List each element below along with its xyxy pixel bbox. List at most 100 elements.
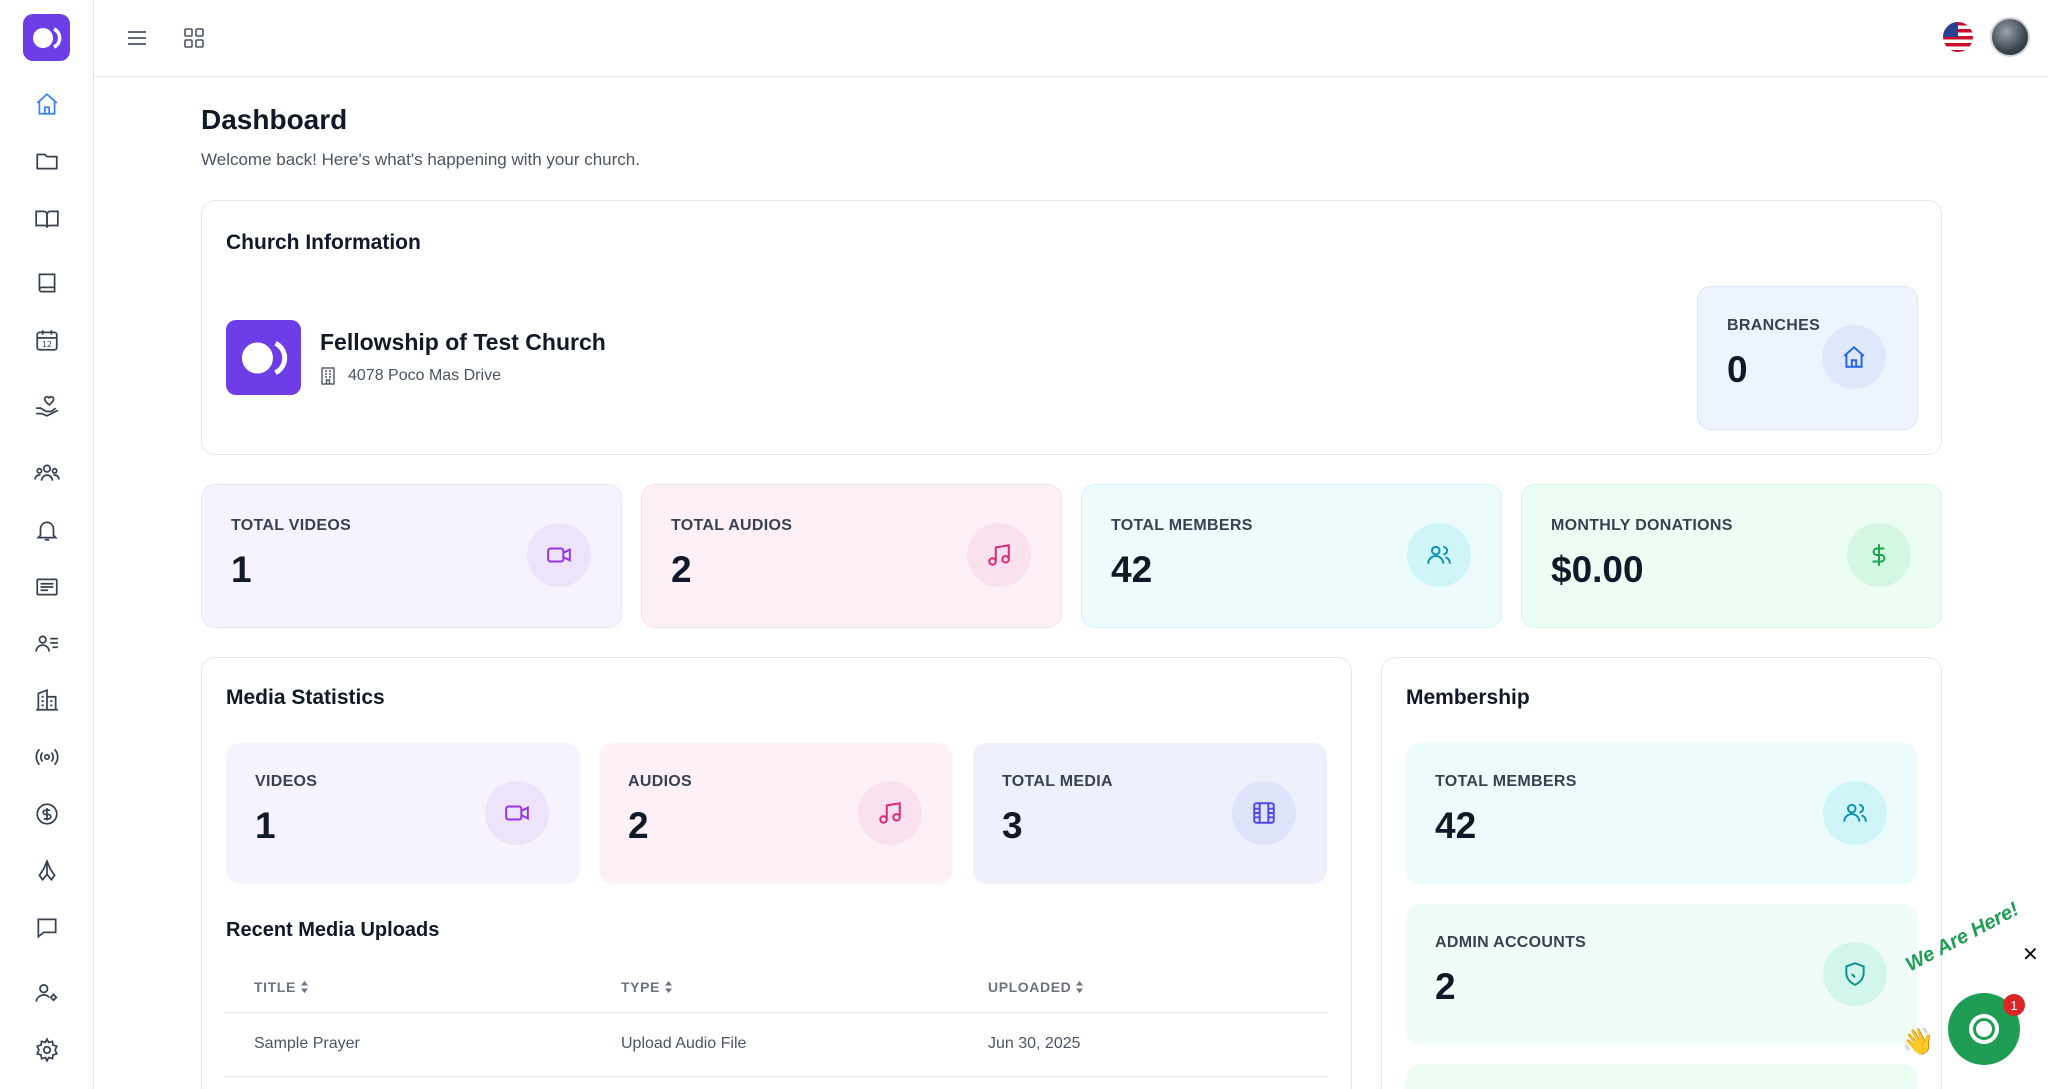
- branches-icon-wrap: [1822, 325, 1886, 389]
- sort-icon: [300, 981, 308, 993]
- media-statistics-card: Media Statistics VIDEOS 1 AUDIOS 2 TOTAL…: [201, 657, 1352, 1089]
- monthly-donations-value: $0.00: [1551, 549, 1644, 590]
- church-name: Fellowship of Test Church: [320, 329, 606, 355]
- media-audios-card: AUDIOS 2: [599, 743, 953, 884]
- page-title: Dashboard: [201, 104, 348, 135]
- membership-admins-card: ADMIN ACCOUNTS 2: [1406, 904, 1917, 1045]
- buildings-icon[interactable]: [29, 682, 65, 718]
- donations-icon-wrap: [1847, 523, 1911, 587]
- church-address: 4078 Poco Mas Drive: [320, 367, 501, 385]
- book-icon[interactable]: [29, 265, 65, 301]
- recent-uploads-table-header: TITLE TYPE UPLOADED: [225, 979, 1327, 1013]
- media-total-label: TOTAL MEDIA: [1002, 773, 1113, 790]
- hamburger-icon: [128, 31, 146, 45]
- book-open-icon[interactable]: [29, 201, 65, 237]
- membership-users-icon-wrap: [1823, 781, 1887, 845]
- gear-icon[interactable]: [29, 1032, 65, 1068]
- media-audio-icon-wrap: [858, 781, 922, 845]
- col-type-label: TYPE: [621, 979, 660, 995]
- home-icon: [1843, 345, 1865, 368]
- audio-icon-wrap: [967, 523, 1031, 587]
- topbar: [94, 0, 2048, 77]
- broadcast-icon[interactable]: [29, 739, 65, 775]
- media-videos-value: 1: [255, 805, 276, 846]
- praying-hands-icon[interactable]: [29, 853, 65, 889]
- church-info-title: Church Information: [226, 231, 421, 254]
- waving-hand-icon: 👋: [1902, 1026, 1935, 1056]
- sort-icon: [664, 981, 672, 993]
- building-icon: [321, 367, 335, 385]
- chat-unread-badge: 1: [2003, 994, 2025, 1016]
- church-logo-mark-icon: [241, 340, 287, 375]
- music-note-icon: [879, 802, 901, 824]
- sidebar: 12: [0, 0, 94, 1089]
- chat-close-button[interactable]: ✕: [2022, 944, 2039, 966]
- col-uploaded[interactable]: UPLOADED: [988, 979, 1084, 995]
- bell-icon[interactable]: [29, 512, 65, 548]
- chat-icon[interactable]: [29, 910, 65, 946]
- news-icon[interactable]: [29, 569, 65, 605]
- total-members-card: TOTAL MEMBERS 42: [1081, 484, 1502, 628]
- menu-toggle-button[interactable]: [121, 22, 153, 54]
- membership-total-card: TOTAL MEMBERS 42: [1406, 743, 1917, 884]
- recent-uploads-title: Recent Media Uploads: [226, 919, 440, 941]
- user-list-icon[interactable]: [29, 626, 65, 662]
- donation-hand-icon[interactable]: [29, 388, 65, 424]
- branches-value: 0: [1727, 349, 1748, 390]
- users-group-icon[interactable]: [29, 455, 65, 491]
- video-camera-icon: [547, 547, 571, 563]
- total-videos-card: TOTAL VIDEOS 1: [201, 484, 622, 628]
- svg-text:12: 12: [42, 340, 52, 349]
- logo-mark-icon: [32, 26, 61, 49]
- total-audios-label: TOTAL AUDIOS: [671, 517, 793, 534]
- sort-icon: [1076, 981, 1084, 993]
- media-total-card: TOTAL MEDIA 3: [973, 743, 1327, 884]
- col-uploaded-label: UPLOADED: [988, 979, 1072, 995]
- users-icon: [1427, 545, 1451, 564]
- users-icon: [1843, 803, 1867, 822]
- membership-total-label: TOTAL MEMBERS: [1435, 773, 1577, 790]
- total-members-value: 42: [1111, 549, 1153, 590]
- home-icon[interactable]: [29, 86, 65, 122]
- film-icon: [1253, 802, 1275, 824]
- video-camera-icon: [505, 805, 529, 821]
- apps-grid-button[interactable]: [178, 22, 210, 54]
- media-video-icon-wrap: [485, 781, 549, 845]
- col-title[interactable]: TITLE: [254, 979, 309, 995]
- music-note-icon: [988, 544, 1010, 566]
- media-statistics-title: Media Statistics: [226, 686, 385, 709]
- media-videos-card: VIDEOS 1: [226, 743, 580, 884]
- us-flag-icon[interactable]: [1943, 22, 1973, 52]
- app-logo[interactable]: [23, 14, 70, 61]
- folder-icon[interactable]: [29, 143, 65, 179]
- church-info-card: Church Information Fellowship of Test Ch…: [201, 200, 1942, 455]
- total-videos-value: 1: [231, 549, 252, 590]
- grid-icon: [184, 28, 204, 48]
- shield-icon: [1845, 962, 1865, 986]
- media-audios-label: AUDIOS: [628, 773, 693, 790]
- dollar-circle-icon[interactable]: [29, 796, 65, 832]
- total-audios-card: TOTAL AUDIOS 2: [641, 484, 1062, 628]
- total-members-label: TOTAL MEMBERS: [1111, 517, 1253, 534]
- membership-total-value: 42: [1435, 805, 1477, 846]
- col-type[interactable]: TYPE: [621, 979, 673, 995]
- membership-admins-label: ADMIN ACCOUNTS: [1435, 934, 1587, 951]
- monthly-donations-label: MONTHLY DONATIONS: [1551, 517, 1733, 534]
- user-avatar[interactable]: [1990, 17, 2030, 57]
- media-videos-label: VIDEOS: [255, 773, 318, 790]
- monthly-donations-card: MONTHLY DONATIONS $0.00: [1521, 484, 1942, 628]
- table-row[interactable]: Sample Prayer Upload Audio File Jun 30, …: [225, 1013, 1327, 1077]
- calendar-icon[interactable]: 12: [29, 322, 65, 358]
- members-icon-wrap: [1407, 523, 1471, 587]
- row-type: Upload Audio File: [621, 1035, 747, 1052]
- video-icon-wrap: [527, 523, 591, 587]
- chat-bubble-icon: [1969, 1014, 1999, 1044]
- row-title: Sample Prayer: [254, 1035, 360, 1052]
- membership-admins-value: 2: [1435, 966, 1456, 1007]
- col-title-label: TITLE: [254, 979, 296, 995]
- branches-stat: BRANCHES 0: [1697, 286, 1918, 430]
- user-cog-icon[interactable]: [29, 975, 65, 1011]
- branches-label: BRANCHES: [1727, 317, 1821, 334]
- media-total-icon-wrap: [1232, 781, 1296, 845]
- admins-shield-icon-wrap: [1823, 942, 1887, 1006]
